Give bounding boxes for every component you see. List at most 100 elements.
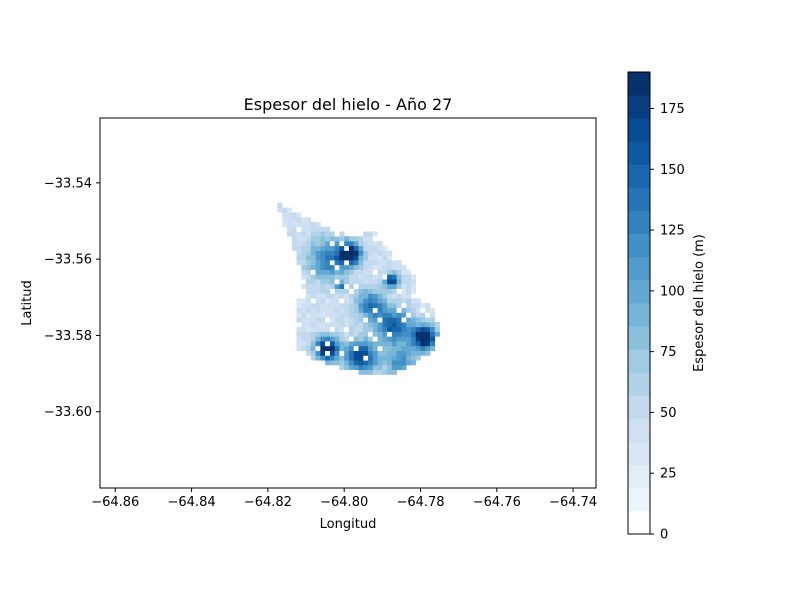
heatmap-cell bbox=[348, 255, 355, 261]
heatmap-cell bbox=[358, 336, 364, 342]
heatmap-cell bbox=[425, 350, 431, 356]
heatmap-cell bbox=[363, 312, 369, 318]
heatmap-cell bbox=[291, 241, 297, 247]
heatmap-cell bbox=[401, 364, 407, 371]
heatmap-cell bbox=[382, 269, 388, 275]
heatmap-cell bbox=[282, 217, 288, 223]
heatmap-cell bbox=[406, 307, 412, 313]
heatmap-cell bbox=[382, 336, 388, 342]
heatmap-cell bbox=[329, 274, 335, 280]
heatmap-cell bbox=[353, 307, 359, 313]
colorbar-level bbox=[628, 95, 650, 119]
heatmap-cell bbox=[320, 255, 326, 261]
heatmap-cell bbox=[368, 260, 374, 266]
heatmap-cell bbox=[396, 274, 402, 280]
heatmap-cell bbox=[401, 274, 407, 280]
heatmap-cell bbox=[325, 231, 331, 237]
heatmap-cell bbox=[382, 322, 388, 328]
heatmap-cell bbox=[306, 322, 312, 328]
heatmap-cell bbox=[310, 236, 316, 242]
heatmap-cell bbox=[306, 350, 312, 356]
heatmap-cell bbox=[410, 283, 417, 289]
heatmap-cell bbox=[344, 360, 350, 366]
heatmap-cell bbox=[406, 303, 412, 309]
heatmap-cell bbox=[358, 360, 364, 366]
heatmap-cell bbox=[301, 345, 307, 351]
heatmap-cell bbox=[358, 341, 364, 347]
heatmap-cell bbox=[296, 331, 302, 337]
heatmap-cell bbox=[344, 317, 350, 323]
heatmap-cell bbox=[320, 231, 326, 237]
heatmap-cell bbox=[358, 245, 364, 251]
heatmap-cell bbox=[310, 317, 316, 323]
heatmap-cell bbox=[301, 336, 307, 342]
heatmap-cell bbox=[320, 298, 326, 304]
heatmap-cell bbox=[410, 317, 417, 323]
heatmap-cell bbox=[348, 264, 355, 270]
heatmap-cell bbox=[430, 345, 436, 351]
heatmap-cell bbox=[382, 331, 388, 337]
heatmap-cell bbox=[372, 317, 378, 323]
heatmap-cell bbox=[339, 298, 345, 304]
heatmap-cell bbox=[339, 331, 345, 337]
heatmap-cell bbox=[282, 212, 288, 218]
colorbar-level bbox=[628, 141, 650, 165]
heatmap-cell bbox=[363, 303, 369, 309]
heatmap-cell bbox=[334, 336, 340, 342]
heatmap-cell bbox=[344, 250, 350, 256]
heatmap-cell bbox=[315, 245, 321, 251]
heatmap-cell bbox=[391, 303, 397, 309]
heatmap-cell bbox=[372, 293, 378, 299]
heatmap-cell bbox=[368, 293, 374, 299]
heatmap-cell bbox=[286, 231, 293, 237]
heatmap-cell bbox=[391, 341, 397, 347]
heatmap-cell bbox=[410, 307, 417, 313]
heatmap-cell bbox=[348, 293, 355, 299]
heatmap-cell bbox=[368, 269, 374, 275]
heatmap-cell bbox=[410, 355, 417, 361]
heatmap-cell bbox=[377, 250, 383, 256]
heatmap-cell bbox=[377, 345, 383, 351]
heatmap-cell bbox=[339, 303, 345, 309]
heatmap-cell bbox=[348, 303, 355, 309]
heatmap-cell bbox=[377, 322, 383, 328]
heatmap-cell bbox=[401, 331, 407, 337]
heatmap-cell bbox=[372, 355, 378, 361]
heatmap-cell bbox=[325, 288, 331, 294]
heatmap-cell bbox=[425, 326, 431, 332]
heatmap-cell bbox=[391, 269, 397, 275]
colorbar-tick-label: 125 bbox=[660, 224, 685, 239]
heatmap-cell bbox=[320, 274, 326, 280]
heatmap-cell bbox=[325, 336, 331, 342]
heatmap-cell bbox=[339, 317, 345, 323]
heatmap-cell bbox=[310, 293, 316, 299]
colorbar-tick-label: 25 bbox=[660, 467, 677, 482]
heatmap-cell bbox=[391, 293, 397, 299]
heatmap-cell bbox=[325, 283, 331, 289]
heatmap-cell bbox=[339, 279, 345, 285]
heatmap-cell bbox=[391, 369, 397, 375]
heatmap-cell bbox=[387, 336, 393, 342]
heatmap-cell bbox=[420, 336, 426, 342]
heatmap-cell bbox=[296, 326, 302, 332]
colorbar-level bbox=[628, 164, 650, 188]
heatmap-cell bbox=[420, 341, 426, 347]
heatmap-cell bbox=[315, 298, 321, 304]
heatmap-cell bbox=[377, 326, 383, 332]
heatmap-cell bbox=[425, 336, 431, 342]
heatmap-cell bbox=[430, 317, 436, 323]
heatmap-cell bbox=[315, 293, 321, 299]
heatmap-cell bbox=[339, 269, 345, 275]
heatmap-cell bbox=[410, 345, 417, 351]
y-axis: −33.54 −33.56 −33.58 −33.60 bbox=[44, 176, 100, 420]
heatmap-cell bbox=[387, 250, 393, 256]
heatmap-cell bbox=[396, 312, 402, 318]
heatmap-cell bbox=[382, 288, 388, 294]
heatmap-cell bbox=[391, 255, 397, 261]
heatmap-cell bbox=[368, 231, 374, 237]
heatmap-cell bbox=[325, 312, 331, 318]
heatmap-cell bbox=[315, 250, 321, 256]
heatmap-cell bbox=[368, 322, 374, 328]
heatmap-cell bbox=[329, 303, 335, 309]
heatmap-cell bbox=[329, 293, 335, 299]
